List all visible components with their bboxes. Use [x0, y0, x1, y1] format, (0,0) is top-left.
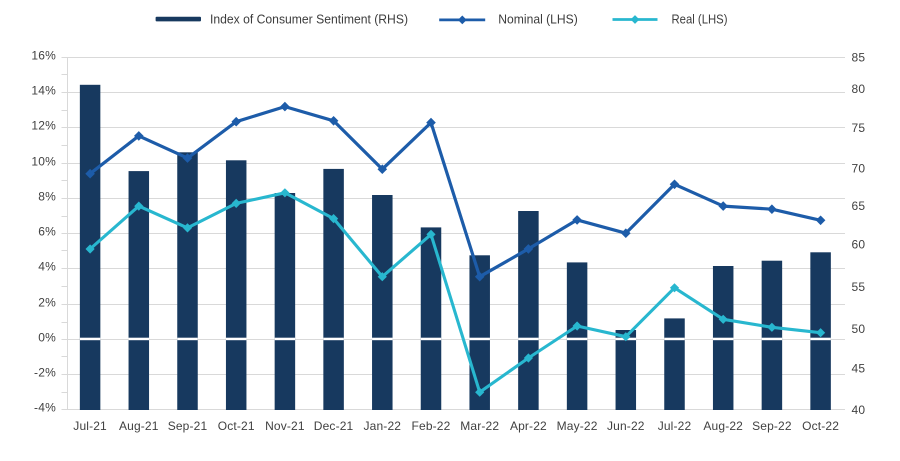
svg-text:Index of Consumer Sentiment (R: Index of Consumer Sentiment (RHS): [210, 11, 408, 26]
svg-text:55: 55: [852, 280, 866, 294]
svg-text:2%: 2%: [38, 296, 56, 310]
svg-text:65: 65: [852, 199, 866, 213]
svg-text:Sep-21: Sep-21: [168, 419, 208, 433]
svg-text:Oct-22: Oct-22: [802, 419, 839, 433]
svg-text:-4%: -4%: [34, 401, 56, 415]
svg-text:Jul-22: Jul-22: [658, 419, 692, 433]
svg-text:Dec-21: Dec-21: [314, 419, 354, 433]
svg-text:Apr-22: Apr-22: [510, 419, 547, 433]
svg-text:Jul-21: Jul-21: [73, 419, 107, 433]
svg-text:Aug-21: Aug-21: [119, 419, 159, 433]
svg-text:14%: 14%: [31, 84, 56, 98]
svg-text:12%: 12%: [31, 119, 56, 133]
svg-text:6%: 6%: [38, 225, 56, 239]
svg-text:Jan-22: Jan-22: [364, 419, 402, 433]
svg-text:80: 80: [852, 82, 866, 96]
svg-text:8%: 8%: [38, 190, 56, 204]
svg-text:40: 40: [852, 403, 866, 417]
svg-text:Sep-22: Sep-22: [752, 419, 792, 433]
svg-text:Oct-21: Oct-21: [218, 419, 255, 433]
svg-text:Nov-21: Nov-21: [265, 419, 305, 433]
svg-text:60: 60: [852, 238, 866, 252]
svg-text:May-22: May-22: [557, 419, 598, 433]
svg-text:Mar-22: Mar-22: [460, 419, 499, 433]
svg-text:50: 50: [852, 322, 866, 336]
svg-text:Nominal (LHS): Nominal (LHS): [498, 12, 578, 27]
svg-text:16%: 16%: [31, 49, 56, 63]
svg-text:Jun-22: Jun-22: [607, 419, 645, 433]
svg-text:85: 85: [852, 50, 866, 64]
svg-text:Aug-22: Aug-22: [703, 419, 743, 433]
svg-text:10%: 10%: [31, 155, 56, 169]
svg-text:Feb-22: Feb-22: [412, 419, 451, 433]
svg-text:45: 45: [852, 361, 866, 375]
svg-text:-2%: -2%: [34, 366, 56, 380]
svg-text:70: 70: [852, 161, 866, 175]
svg-text:4%: 4%: [38, 260, 56, 274]
svg-text:0%: 0%: [38, 331, 56, 345]
svg-text:75: 75: [852, 121, 866, 135]
svg-text:Real (LHS): Real (LHS): [672, 12, 728, 27]
